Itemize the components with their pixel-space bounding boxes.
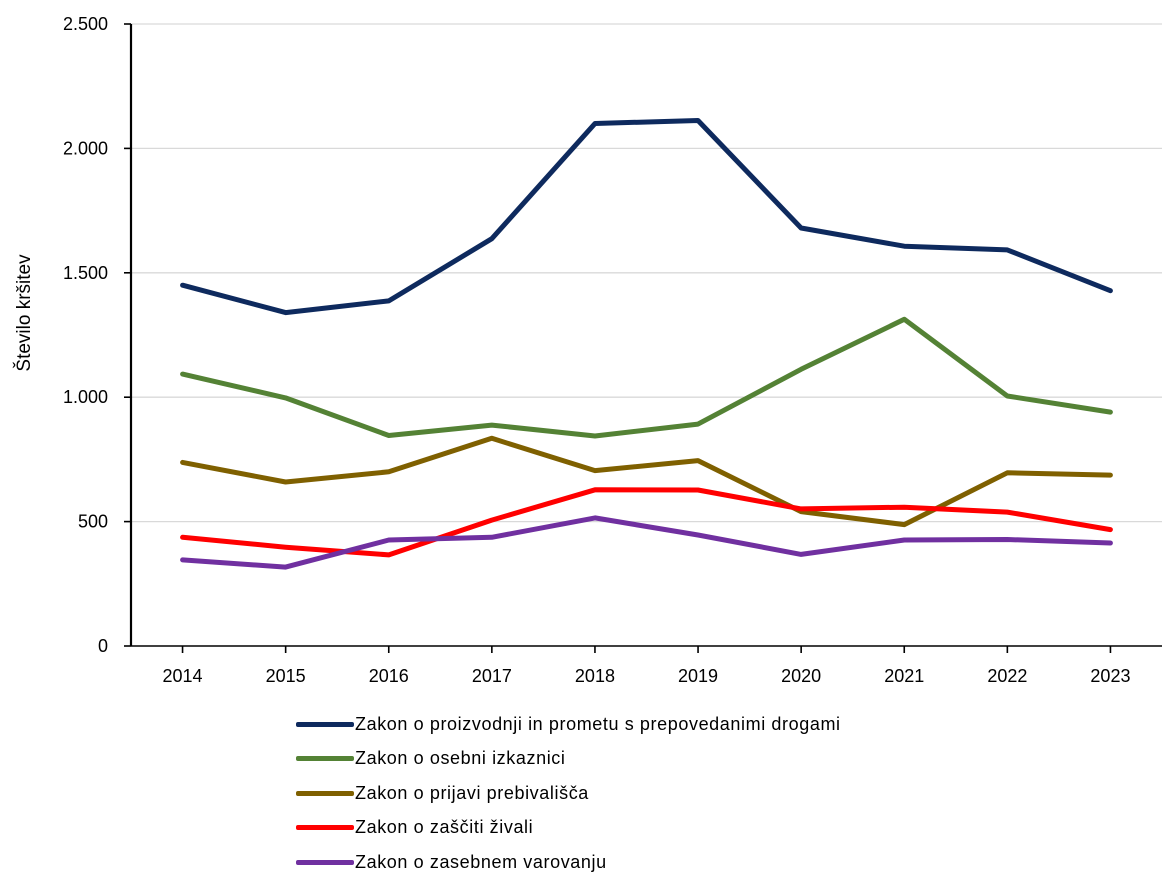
series-line-3 <box>180 435 1113 528</box>
x-tick-label: 2021 <box>884 666 924 686</box>
legend: Zakon o proizvodnji in prometu s prepove… <box>296 707 841 880</box>
legend-item: Zakon o proizvodnji in prometu s prepove… <box>296 707 841 742</box>
legend-swatch <box>296 756 354 762</box>
legend-swatch <box>296 825 354 831</box>
legend-label: Zakon o zaščiti živali <box>355 817 534 838</box>
y-tick-label: 500 <box>78 512 108 532</box>
legend-label: Zakon o osebni izkaznici <box>355 748 566 769</box>
legend-swatch <box>296 721 354 727</box>
y-tick-labels: 0 500 1.000 1.500 2.000 2.500 <box>63 14 108 656</box>
series-line-1 <box>180 118 1113 316</box>
x-tick-labels: 2014 2015 2016 2017 2018 2019 2020 2021 2022 2023 <box>163 666 1131 686</box>
y-axis-title: Število kršitev <box>13 254 35 372</box>
series-line-2 <box>180 316 1113 439</box>
legend-item: Zakon o prijavi prebivališča <box>296 776 841 811</box>
legend-label: Zakon o zasebnem varovanju <box>355 851 607 872</box>
y-tick-label: 1.500 <box>63 263 108 283</box>
y-tick-label: 2.000 <box>63 138 108 158</box>
x-tick-label: 2019 <box>678 666 718 686</box>
x-tick-label: 2015 <box>266 666 306 686</box>
legend-item: Zakon o zasebnem varovanju <box>296 845 841 880</box>
legend-item: Zakon o zaščiti živali <box>296 811 841 846</box>
legend-swatch <box>296 790 354 796</box>
x-tick-label: 2022 <box>987 666 1027 686</box>
legend-swatch <box>296 859 354 865</box>
legend-label: Zakon o proizvodnji in prometu s prepove… <box>355 713 841 734</box>
y-tick-label: 0 <box>98 636 108 656</box>
x-tick-label: 2020 <box>781 666 821 686</box>
series-line-4 <box>180 487 1113 558</box>
axes <box>124 23 1162 653</box>
series-line-5 <box>180 515 1113 570</box>
x-tick-label: 2014 <box>163 666 203 686</box>
gridlines <box>131 23 1162 523</box>
series-lines <box>180 118 1113 570</box>
legend-label: Zakon o prijavi prebivališča <box>355 782 589 803</box>
x-tick-label: 2018 <box>575 666 615 686</box>
x-tick-label: 2017 <box>472 666 512 686</box>
legend-item: Zakon o osebni izkaznici <box>296 742 841 777</box>
x-tick-label: 2023 <box>1090 666 1130 686</box>
y-tick-label: 2.500 <box>63 14 108 34</box>
y-tick-label: 1.000 <box>63 387 108 407</box>
x-tick-label: 2016 <box>369 666 409 686</box>
